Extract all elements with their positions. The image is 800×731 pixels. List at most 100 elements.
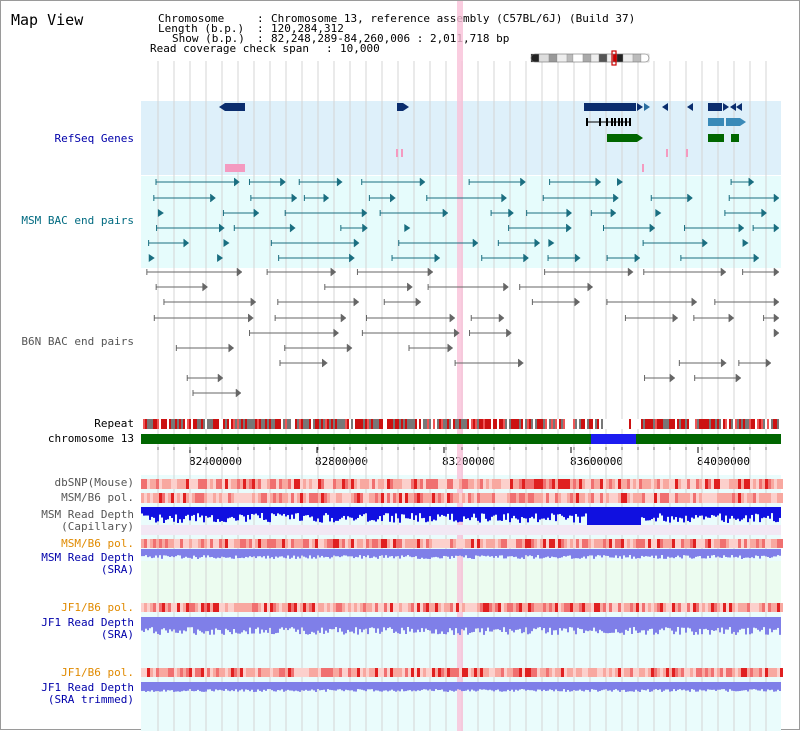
repeat-segment bbox=[141, 419, 143, 429]
polymorphism-cell bbox=[567, 668, 570, 677]
repeat-segment bbox=[575, 419, 577, 429]
track-label-jf1-b6-pol-2[interactable]: JF1/B6 pol. bbox=[61, 666, 134, 679]
track-label-refseq[interactable]: RefSeq Genes bbox=[54, 132, 134, 145]
read-depth-bar bbox=[515, 507, 517, 519]
ideogram-marker bbox=[611, 50, 617, 66]
polymorphism-cell bbox=[345, 479, 348, 489]
track-label-jf1-b6-pol[interactable]: JF1/B6 pol. bbox=[61, 601, 134, 614]
track-label-msm-depth-sra-1[interactable]: MSM Read Depth bbox=[41, 551, 134, 564]
read-depth-bar bbox=[537, 507, 539, 523]
read-depth-bar bbox=[705, 549, 707, 559]
read-depth-bar bbox=[655, 549, 657, 556]
polymorphism-cell bbox=[363, 668, 366, 677]
read-depth-bar bbox=[495, 682, 497, 691]
read-depth-bar bbox=[345, 682, 347, 690]
read-depth-bar bbox=[549, 549, 551, 558]
read-depth-bar bbox=[237, 549, 239, 559]
read-depth-bar bbox=[145, 682, 147, 692]
read-depth-bar bbox=[335, 507, 337, 521]
polymorphism-cell bbox=[186, 603, 189, 612]
repeat-segment bbox=[169, 419, 171, 429]
read-depth-bar bbox=[243, 617, 245, 631]
polymorphism-cell bbox=[672, 539, 675, 548]
polymorphism-cell bbox=[396, 603, 399, 612]
polymorphism-cell bbox=[198, 668, 201, 677]
polymorphism-cell bbox=[180, 668, 183, 677]
read-depth-bar bbox=[699, 549, 701, 557]
repeat-segment bbox=[283, 419, 285, 429]
polymorphism-cell bbox=[744, 493, 747, 503]
polymorphism-cell bbox=[345, 668, 348, 677]
polymorphism-cell bbox=[552, 668, 555, 677]
polymorphism-cell bbox=[573, 603, 576, 612]
gene-exon bbox=[621, 118, 623, 126]
read-depth-bar bbox=[635, 682, 637, 690]
repeat-segment bbox=[685, 419, 687, 429]
gene-feature bbox=[225, 103, 245, 111]
repeat-segment bbox=[257, 419, 259, 429]
read-depth-bar bbox=[267, 549, 269, 556]
read-depth-bar bbox=[171, 682, 173, 691]
repeat-segment bbox=[179, 419, 181, 429]
read-depth-bar bbox=[315, 549, 317, 559]
read-depth-bar bbox=[365, 549, 367, 558]
repeat-segment bbox=[209, 419, 211, 429]
polymorphism-cell bbox=[714, 603, 717, 612]
track-label-msm-bac[interactable]: MSM BAC end pairs bbox=[21, 214, 134, 227]
read-depth-bar bbox=[557, 617, 559, 635]
polymorphism-cell bbox=[393, 493, 396, 503]
polymorphism-cell bbox=[780, 539, 783, 548]
track-label-msm-depth-cap-1[interactable]: MSM Read Depth bbox=[41, 508, 134, 521]
polymorphism-cell bbox=[348, 479, 351, 489]
bac-pair-arrow bbox=[702, 238, 708, 248]
read-depth-bar bbox=[279, 617, 281, 629]
polymorphism-cell bbox=[717, 539, 720, 548]
read-depth-bar bbox=[701, 682, 703, 691]
read-depth-bar bbox=[461, 549, 463, 557]
track-label-msm-b6-pol[interactable]: MSM/B6 pol. bbox=[61, 491, 134, 504]
polymorphism-cell bbox=[477, 493, 480, 503]
repeat-segment bbox=[753, 419, 755, 429]
read-depth-bar bbox=[777, 682, 779, 690]
read-depth-bar bbox=[609, 549, 611, 558]
polymorphism-cell bbox=[531, 493, 534, 503]
track-label-jf1-depth-trim-1[interactable]: JF1 Read Depth bbox=[41, 681, 134, 694]
track-label-msm-b6-pol-2[interactable]: MSM/B6 pol. bbox=[61, 537, 134, 550]
read-depth-bar bbox=[619, 507, 621, 525]
polymorphism-cell bbox=[375, 668, 378, 677]
polymorphism-cell bbox=[408, 493, 411, 503]
polymorphism-cell bbox=[651, 493, 654, 503]
track-label-b6n-bac[interactable]: B6N BAC end pairs bbox=[21, 335, 134, 348]
polymorphism-cell bbox=[699, 539, 702, 548]
read-depth-bar bbox=[503, 507, 505, 515]
read-depth-bar bbox=[205, 549, 207, 558]
read-depth-bar bbox=[151, 507, 153, 517]
polymorphism-cell bbox=[402, 539, 405, 548]
gene-exon bbox=[625, 118, 627, 126]
repeat-segment bbox=[331, 419, 333, 429]
read-depth-bar bbox=[143, 507, 145, 516]
bac-pair-arrow bbox=[765, 358, 772, 368]
read-depth-bar bbox=[395, 549, 397, 557]
read-depth-bar bbox=[461, 617, 463, 630]
polymorphism-cell bbox=[237, 539, 240, 548]
polymorphism-cell bbox=[723, 493, 726, 503]
read-depth-bar bbox=[179, 682, 181, 692]
read-depth-bar bbox=[449, 549, 451, 559]
polymorphism-cell bbox=[255, 493, 258, 503]
track-label-dbsnp[interactable]: dbSNP(Mouse) bbox=[54, 476, 134, 489]
polymorphism-cell bbox=[411, 493, 414, 503]
repeat-segment bbox=[201, 419, 203, 429]
track-label-jf1-depth-sra-1[interactable]: JF1 Read Depth bbox=[41, 616, 134, 629]
repeat-segment bbox=[525, 419, 527, 429]
polymorphism-cell bbox=[510, 539, 513, 548]
track-label-repeat[interactable]: Repeat bbox=[94, 417, 134, 430]
read-depth-bar bbox=[469, 549, 471, 558]
read-depth-bar bbox=[633, 507, 635, 525]
read-depth-bar bbox=[463, 507, 465, 517]
read-depth-bar bbox=[767, 617, 769, 635]
polymorphism-cell bbox=[492, 479, 495, 489]
polymorphism-cell bbox=[267, 493, 270, 503]
polymorphism-cell bbox=[246, 539, 249, 548]
